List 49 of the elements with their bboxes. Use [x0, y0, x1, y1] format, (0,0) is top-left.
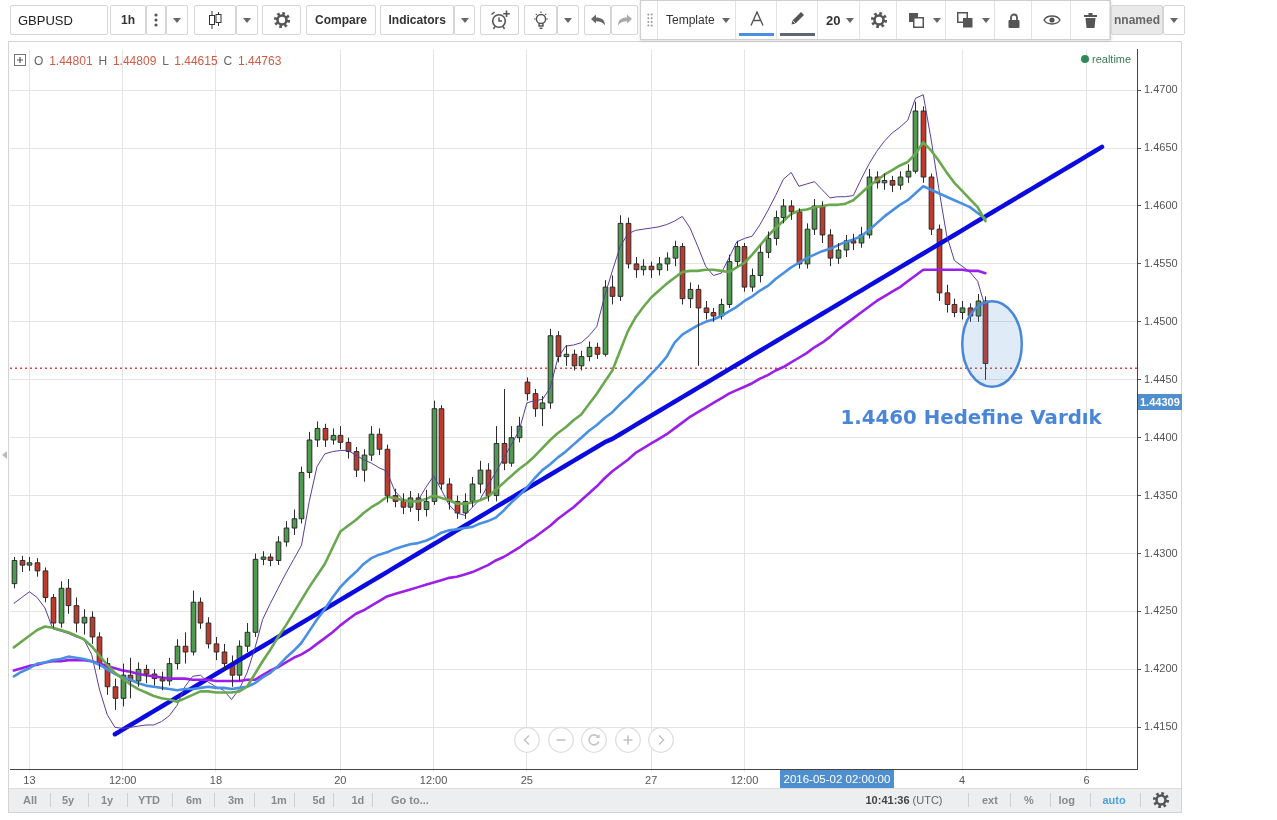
y-tick-label: 1.4600 — [1144, 199, 1178, 212]
text: 2016-05-02 02:00:00 — [779, 770, 895, 788]
x-tick-label: 12:00 — [730, 773, 759, 786]
annotation: realtime — [1092, 53, 1132, 65]
text: 5y — [62, 794, 75, 806]
annotation: O 1.44801 H 1.44809 L 1.44615 C 1.44763 — [34, 54, 282, 68]
text: 1h — [121, 13, 136, 27]
text: nnamed — [1114, 13, 1161, 27]
y-tick-label: 1.4400 — [1144, 430, 1178, 443]
text: 1d — [351, 794, 365, 806]
y-tick-label: 1.4300 — [1144, 546, 1178, 559]
x-tick-label: 13 — [23, 773, 36, 786]
y-tick-label: 1.4650 — [1144, 141, 1178, 154]
chart-title: GBPUSD — [18, 12, 73, 28]
text: Template — [666, 13, 715, 27]
x-tick-label: 6 — [1083, 773, 1090, 786]
text: auto — [1102, 794, 1126, 806]
annotation: 1.44309 — [1138, 393, 1182, 410]
x-tick-label: 27 — [645, 773, 658, 786]
text: All — [23, 794, 38, 806]
x-tick-label: 18 — [209, 773, 223, 786]
text: 6m — [186, 794, 202, 806]
y-tick-label: 1.4350 — [1144, 488, 1178, 501]
text: 10:41:36 (UTC) — [865, 794, 943, 806]
text: log — [1058, 794, 1075, 806]
text: 1m — [271, 794, 287, 806]
y-tick-label: 1.4150 — [1144, 720, 1178, 733]
y-tick-label: 1.4250 — [1144, 604, 1178, 617]
x-tick-label: 12:00 — [419, 773, 448, 786]
x-tick-label: 4 — [959, 773, 966, 786]
text: ext — [982, 794, 998, 806]
text: 1y — [101, 794, 114, 806]
y-tick-label: 1.4500 — [1144, 314, 1178, 327]
y-tick-label: 1.4700 — [1144, 83, 1178, 96]
y-tick-label: 1.4450 — [1144, 372, 1178, 385]
text: 5d — [312, 794, 326, 806]
x-tick-label: 20 — [334, 773, 347, 786]
text: YTD — [138, 794, 160, 806]
annotation: 1.4460 Hedefine Vardık — [840, 405, 1102, 429]
y-tick-label: 1.4200 — [1144, 662, 1178, 675]
x-tick-label: 12:00 — [108, 773, 137, 786]
x-tick-label: 25 — [520, 773, 533, 786]
text: Go to... — [391, 794, 429, 806]
text: % — [1024, 794, 1034, 806]
text: 3m — [228, 794, 244, 806]
text: 20 — [826, 12, 841, 28]
text: Compare — [315, 13, 368, 27]
y-tick-label: 1.4550 — [1144, 256, 1178, 269]
text: Indicators — [388, 13, 446, 27]
